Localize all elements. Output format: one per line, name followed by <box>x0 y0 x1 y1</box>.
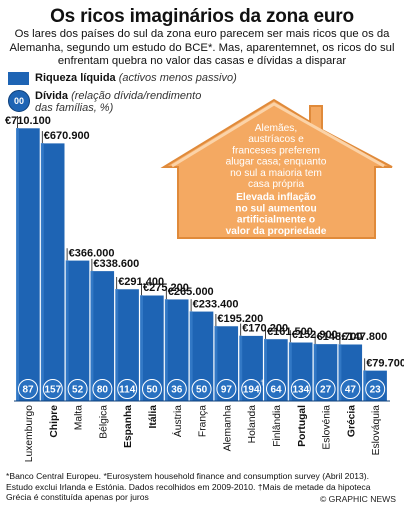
debt-circle <box>216 379 237 399</box>
house-bold-text-line: Elevada inflação <box>236 192 316 203</box>
bar-value-label: €79.700 <box>366 357 404 369</box>
category-label: Holanda <box>247 405 258 444</box>
bar-value-label: €195.200 <box>217 313 263 325</box>
chart-title: Os ricos imaginários da zona euro <box>50 6 354 27</box>
category-label: Itália <box>148 405 159 429</box>
category-label: Eslováquia <box>371 405 382 456</box>
bar-highlight <box>264 338 267 401</box>
house-bold-text-line: no sul aumentou <box>235 203 317 214</box>
debt-label: 157 <box>44 385 61 396</box>
debt-label: 27 <box>320 385 332 396</box>
legend-debt-title: Dívida <box>35 90 69 102</box>
category-label: Grécia <box>346 405 357 437</box>
category-label: França <box>198 405 209 437</box>
debt-circle <box>241 379 262 399</box>
category-label: Alemanha <box>222 405 233 452</box>
debt-circle <box>18 379 38 399</box>
debt-circle <box>92 379 113 399</box>
debt-label: 97 <box>221 385 233 396</box>
credit: © GRAPHIC NEWS <box>319 494 396 504</box>
legend-wealth-title: Riqueza líquida <box>35 72 116 84</box>
debt-circle <box>42 379 63 399</box>
debt-label: 87 <box>22 385 34 396</box>
bar-highlight <box>313 343 317 401</box>
debt-label: 50 <box>196 385 208 396</box>
house-bold-text-line: valor da propriedade <box>226 226 327 237</box>
debt-circle <box>166 379 187 399</box>
bar-highlight <box>288 342 292 401</box>
house-text-line: franceses preferem <box>232 145 320 156</box>
bar-highlight <box>40 143 44 401</box>
bar-highlight <box>16 128 19 401</box>
bar-highlight <box>189 311 193 401</box>
debt-label: 47 <box>345 385 357 396</box>
bar-highlight <box>115 288 119 401</box>
debt-label: 114 <box>119 385 136 396</box>
debt-label: 64 <box>270 385 282 396</box>
bar <box>15 127 41 402</box>
house-text-line: Alemães, <box>255 123 297 134</box>
debt-circle <box>340 379 361 399</box>
legend-debt-note-2: das famílias, %) <box>35 102 114 114</box>
bar-highlight <box>338 344 342 401</box>
bar-value-label: €710.100 <box>5 115 51 127</box>
debt-label: 80 <box>97 385 109 396</box>
category-label: Chipre <box>49 405 60 438</box>
footnote: *Banco Central Europeu. *Eurosystem hous… <box>6 471 371 503</box>
house-text-line: alugar casa; enquanto <box>226 157 327 168</box>
bar-highlight <box>164 299 168 401</box>
category-label: Eslovénia <box>322 405 333 450</box>
bar-highlight <box>140 295 143 401</box>
category-label: Áustria <box>171 405 184 437</box>
category-label: Luxemburgo <box>24 405 35 463</box>
legend-debt-circle: 00 <box>8 90 30 112</box>
bar <box>40 142 66 402</box>
category-label: Bélgica <box>98 405 109 439</box>
house-text-line: casa própria <box>248 179 304 190</box>
bar-highlight <box>65 260 69 401</box>
debt-label: 23 <box>370 385 382 396</box>
house-text-line: austríacos e <box>248 134 304 145</box>
legend-wealth-swatch <box>8 72 29 85</box>
bar-value-label: €366.000 <box>69 247 115 259</box>
debt-label: 36 <box>171 385 183 396</box>
debt-label: 134 <box>292 385 309 396</box>
bar-value-label: €338.600 <box>93 258 139 270</box>
debt-circle <box>67 379 88 399</box>
bar-value-label: €265.000 <box>168 286 214 298</box>
category-label: Espanha <box>123 405 134 448</box>
house-bold-text-line: artificialmente o <box>237 215 315 226</box>
debt-circle <box>191 379 212 399</box>
debt-circle <box>142 379 162 399</box>
bar <box>65 259 90 402</box>
house-roof-highlight <box>171 102 385 168</box>
bar-highlight <box>363 370 367 401</box>
debt-circle <box>365 379 386 399</box>
debt-label: 52 <box>72 385 84 396</box>
debt-circle <box>117 379 138 399</box>
debt-label: 194 <box>243 385 260 396</box>
debt-circle <box>266 379 286 399</box>
legend-debt-note-1: (relação dívida/rendimento <box>71 90 202 102</box>
debt-note-marker: † <box>260 380 264 387</box>
bar-highlight <box>90 270 94 401</box>
chart-subtitle: Os lares dos países do sul da zona euro … <box>9 28 395 68</box>
debt-circle <box>290 379 311 399</box>
category-label: Finlândia <box>272 405 283 447</box>
debt-label: 50 <box>146 385 158 396</box>
category-label: Malta <box>74 405 85 430</box>
bar-value-label: €233.400 <box>193 298 239 310</box>
debt-circle <box>315 379 336 399</box>
bar-value-label: €147.800 <box>341 331 387 343</box>
bar-value-label: €291.400 <box>118 276 164 288</box>
house-text-line: no sul a maioria tem <box>230 168 322 179</box>
bar-value-label: €670.900 <box>44 130 90 142</box>
bar-highlight <box>214 325 218 401</box>
category-label: Portugal <box>297 405 308 447</box>
bar-highlight <box>239 335 243 401</box>
legend-wealth-note: (activos menos passivo) <box>118 72 237 84</box>
